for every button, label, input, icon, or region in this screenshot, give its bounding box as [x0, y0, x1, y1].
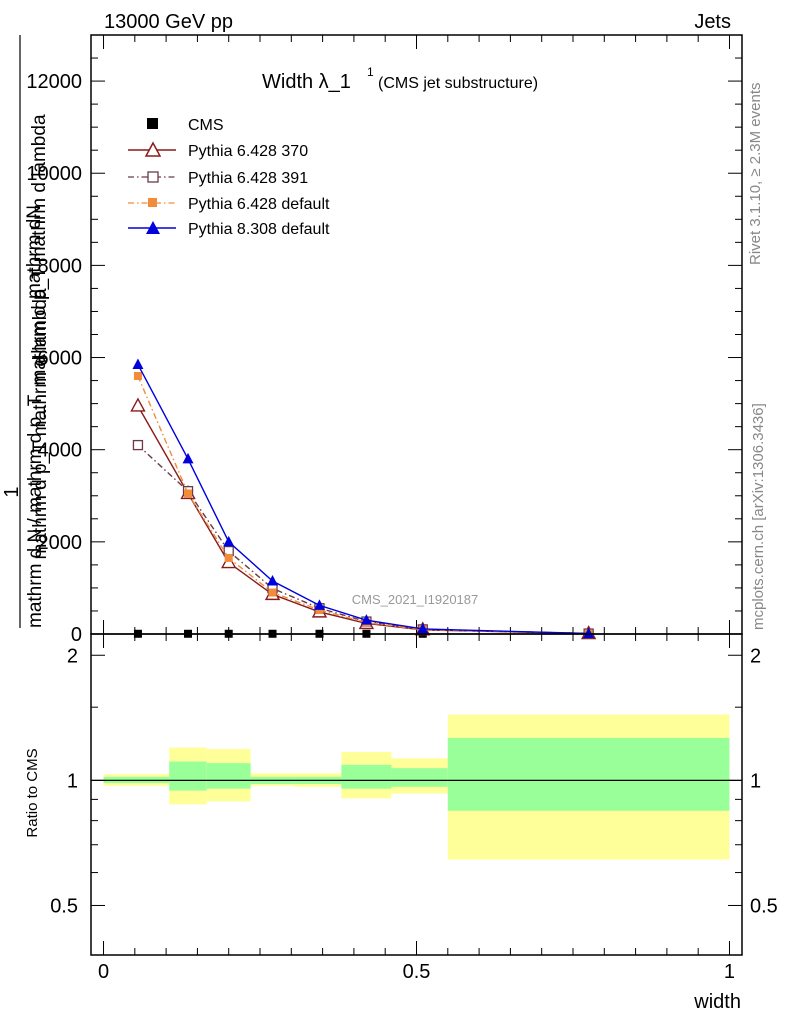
data-point-py391: [132, 439, 144, 451]
legend-py391-marker: [147, 171, 159, 183]
data-point-py8: [223, 535, 235, 547]
data-point-py8: [417, 622, 429, 634]
ratio-frame: [90, 633, 743, 956]
data-point-py370: [130, 397, 146, 412]
analysis-watermark: CMS_2021_I1920187: [352, 592, 479, 607]
ratio-y-tick-label: 0.5: [50, 895, 78, 917]
data-point-pydefault: [268, 588, 277, 597]
legend-py8-label: Pythia 8.308 default: [188, 221, 330, 238]
data-point-py8: [267, 575, 279, 586]
x-tick-label: 0.5: [403, 961, 431, 983]
ratio-band-inner: [447, 737, 730, 811]
data-point-py8: [583, 627, 595, 639]
ratio-y-label: Ratio to CMS: [24, 748, 41, 837]
main-y-label: 1 mathrm dN mathrm d p_T mathrm d lambda…: [1, 35, 51, 628]
ratio-bands: [91, 714, 742, 860]
legend-cms-label: CMS: [188, 117, 224, 134]
series-line-py8: [137, 364, 589, 635]
ratio-band-inner: [341, 764, 392, 789]
y-label-numerator-2: mathrm d N / mathrm d p_T: [25, 394, 46, 628]
energy-label: 13000 GeV pp: [104, 11, 233, 33]
data-point-py8: [313, 599, 325, 610]
y-tick-label: 6000: [38, 348, 83, 370]
ratio-band-inner: [169, 761, 207, 791]
legend-py370-marker: [144, 141, 162, 157]
y-label-denominator: mathrm d p_T mathrm d lambda: [30, 288, 51, 559]
ratio-ticks: 0.5 0.5 1 1 2 2 0 0.5 1: [50, 634, 778, 983]
data-point-pydefault: [184, 489, 193, 498]
y-tick-label: 4000: [38, 440, 83, 462]
y-label-denominator-2: mathrm d p_T mathrm d lambda: [29, 114, 50, 385]
ratio-panel: 0.5 0.5 1 1 2 2 0 0.5 1: [50, 633, 778, 983]
x-tick-label: 1: [724, 961, 735, 983]
y-tick-label: 8000: [38, 255, 83, 277]
data-point-py8: [360, 614, 372, 625]
legend-py391-label: Pythia 6.428 391: [188, 170, 308, 187]
legend-cms-marker: [147, 118, 158, 129]
legend-py8-marker: [146, 221, 160, 234]
mcplots-label: mcplots.cern.ch [arXiv:1306.3436]: [750, 403, 767, 630]
y-label-prefactor: 1: [1, 486, 23, 497]
y-tick-label: 0: [71, 624, 82, 646]
legend-pydefault-marker: [148, 198, 157, 207]
rivet-label: Rivet 3.1.10, ≥ 2.3M events: [747, 83, 764, 266]
ratio-band-inner: [391, 768, 448, 787]
legend-pydefault-label: Pythia 6.428 default: [188, 196, 330, 213]
series-line-pydefault: [137, 375, 589, 635]
ratio-y-tick-label-right: 1: [750, 770, 761, 792]
ratio-y-tick-label: 1: [67, 770, 78, 792]
ratio-y-tick-label-right: 2: [750, 645, 761, 667]
data-point-pydefault: [133, 371, 142, 380]
legend-py370-label: Pythia 6.428 370: [188, 143, 308, 160]
x-tick-label: 0: [98, 961, 109, 983]
x-axis-label: width: [693, 991, 741, 1013]
y-tick-label: 10000: [26, 163, 82, 185]
data-point-pydefault: [224, 553, 233, 562]
chart-subtitle: (CMS jet substructure): [378, 75, 538, 92]
main-y-ticks: 0 2000 4000 6000 8000 10000 12000: [26, 34, 742, 646]
y-label-numerator: mathrm dN: [24, 205, 45, 299]
legend: CMS Pythia 6.428 370 Pythia 6.428 391 Py…: [128, 117, 330, 238]
ratio-y-tick-label: 2: [67, 645, 78, 667]
data-point-py8: [132, 358, 144, 369]
ratio-band-inner: [206, 763, 251, 789]
ratio-y-tick-label-right: 0.5: [750, 895, 778, 917]
process-label: Jets: [694, 11, 731, 33]
chart-title-superscript: 1: [367, 65, 374, 79]
data-point-pydefault: [315, 606, 324, 615]
y-tick-label: 2000: [38, 532, 83, 554]
data-point-py8: [182, 452, 194, 464]
y-tick-label: 12000: [26, 71, 82, 93]
main-panel: 0 2000 4000 6000 8000 10000 12000: [26, 34, 743, 646]
chart-title: Width λ_1: [262, 71, 351, 93]
